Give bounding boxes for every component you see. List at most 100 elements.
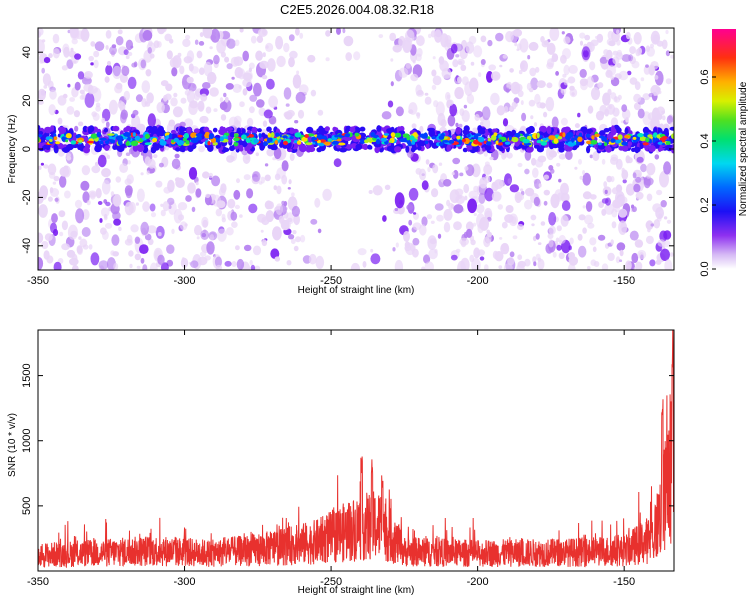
spectrogram-cell <box>220 183 227 194</box>
spectrogram-cell <box>539 125 547 133</box>
spectrogram-cell <box>212 127 218 133</box>
spectrogram-cell <box>517 260 527 268</box>
spectrogram-cell <box>473 185 479 193</box>
spectrogram-cell <box>440 119 447 128</box>
spectrogram-cell <box>645 235 654 245</box>
spectrogram-cell <box>230 150 238 162</box>
spectrogram-cell <box>416 47 423 57</box>
spectrogram-cell <box>430 30 436 38</box>
spectrogram-cell <box>95 102 101 108</box>
spectrogram-cell <box>97 154 107 168</box>
spectrogram-cell <box>426 214 433 220</box>
spectrogram-cell <box>374 146 380 154</box>
spectrogram-cell <box>127 51 133 57</box>
spectrogram-cell <box>47 196 53 202</box>
spectrogram-cell <box>455 126 462 135</box>
spectrogram-cell <box>565 150 573 161</box>
spectrogram-cell <box>233 56 244 66</box>
spectrogram-cell <box>484 175 491 184</box>
spectrogram-cell <box>209 74 217 81</box>
spectrogram-cell <box>251 171 261 182</box>
spectrogram-cell <box>459 172 464 177</box>
spectrogram-cell <box>220 51 226 58</box>
spectrogram-cell <box>88 244 93 250</box>
spectrogram-cell <box>43 250 50 260</box>
spectrogram-cell <box>417 89 424 95</box>
spectrogram-cell <box>90 62 94 66</box>
spectrogram-cell <box>77 144 82 151</box>
spectrogram-cell <box>368 190 373 194</box>
spectrogram-cell <box>124 178 132 186</box>
spectrogram-cell <box>307 54 316 63</box>
spectrogram-cell <box>74 125 79 132</box>
spectrogram-cell <box>431 69 437 77</box>
spectrogram-cell <box>95 105 101 112</box>
spectrogram-cell <box>570 38 574 42</box>
spectrogram-cell <box>631 206 637 213</box>
spectrogram-cell <box>214 256 223 268</box>
spectrogram-cell <box>223 92 227 98</box>
spectrogram-cell <box>99 140 104 145</box>
spectrogram-cell <box>127 136 131 141</box>
spectrogram-cell <box>577 233 583 241</box>
spectrogram-cell <box>283 42 290 53</box>
spectrogram-cell <box>616 39 621 46</box>
spectrogram-cell <box>394 146 402 153</box>
spectrogram-cell <box>110 139 116 144</box>
spectrogram-cell <box>117 146 125 151</box>
spectrogram-cell <box>278 215 284 223</box>
spectrogram-cell <box>159 140 167 146</box>
spectrogram-cell <box>451 134 456 140</box>
spectrogram-cell <box>279 134 283 138</box>
spectrogram-cell <box>137 144 145 153</box>
spectrogram-cell <box>101 180 111 195</box>
spectrogram-cell <box>198 105 204 110</box>
spectrogram-cell <box>235 245 240 251</box>
spectrogram-cell <box>537 155 547 163</box>
spectrogram-cell <box>248 134 254 138</box>
spectrogram-cell <box>196 236 200 240</box>
spectrogram-cell <box>624 134 631 139</box>
spectrogram-cell <box>146 92 154 104</box>
spectrogram-cell <box>517 162 523 168</box>
spectrogram-cell <box>74 81 81 91</box>
spectrogram-cell <box>167 197 175 206</box>
spectrogram-cell <box>43 57 51 64</box>
spectrogram-cell <box>108 99 118 115</box>
spectrogram-cell <box>183 132 189 139</box>
spectrogram-cell <box>408 219 413 226</box>
spectrogram-cell <box>430 220 435 224</box>
spectrogram-cell <box>276 185 282 195</box>
spectrogram-cell <box>473 146 479 152</box>
colorbar-tick-label: 0.4 <box>699 133 711 148</box>
spectrogram-cell <box>563 126 571 134</box>
spectrogram-cell <box>200 93 208 102</box>
spectrogram-cell <box>579 175 584 180</box>
spectrogram-cell <box>387 100 394 108</box>
spectrogram-cell <box>199 115 209 124</box>
spectrogram-cell <box>274 140 278 145</box>
spectrogram-cell <box>81 227 91 237</box>
spectrogram-cell <box>671 146 674 154</box>
spectrogram-cell <box>174 177 181 183</box>
spectrogram-cell <box>574 166 578 170</box>
spectrogram-cell <box>503 263 513 270</box>
spectrogram-cell <box>660 200 667 208</box>
spectrogram-cell <box>483 151 488 157</box>
spectrogram-cell <box>473 213 477 216</box>
spectrogram-cell <box>245 156 250 160</box>
spectrogram-cell <box>153 154 158 159</box>
spectrogram-cell <box>551 53 559 62</box>
spectrogram-cell <box>66 156 72 161</box>
spectrogram-cell <box>147 158 156 169</box>
spectrogram-cell <box>470 239 476 246</box>
spectrogram-cell <box>349 126 356 133</box>
spectrogram-cell <box>529 67 537 77</box>
spectrogram-cell <box>134 135 141 141</box>
spectrogram-cell <box>249 94 258 102</box>
spectrogram-cell <box>405 145 410 153</box>
spectrogram-cell <box>246 188 254 199</box>
spectrogram-cell <box>286 109 295 118</box>
spectrogram-cell <box>215 138 221 143</box>
spectrogram-cell <box>289 127 295 134</box>
